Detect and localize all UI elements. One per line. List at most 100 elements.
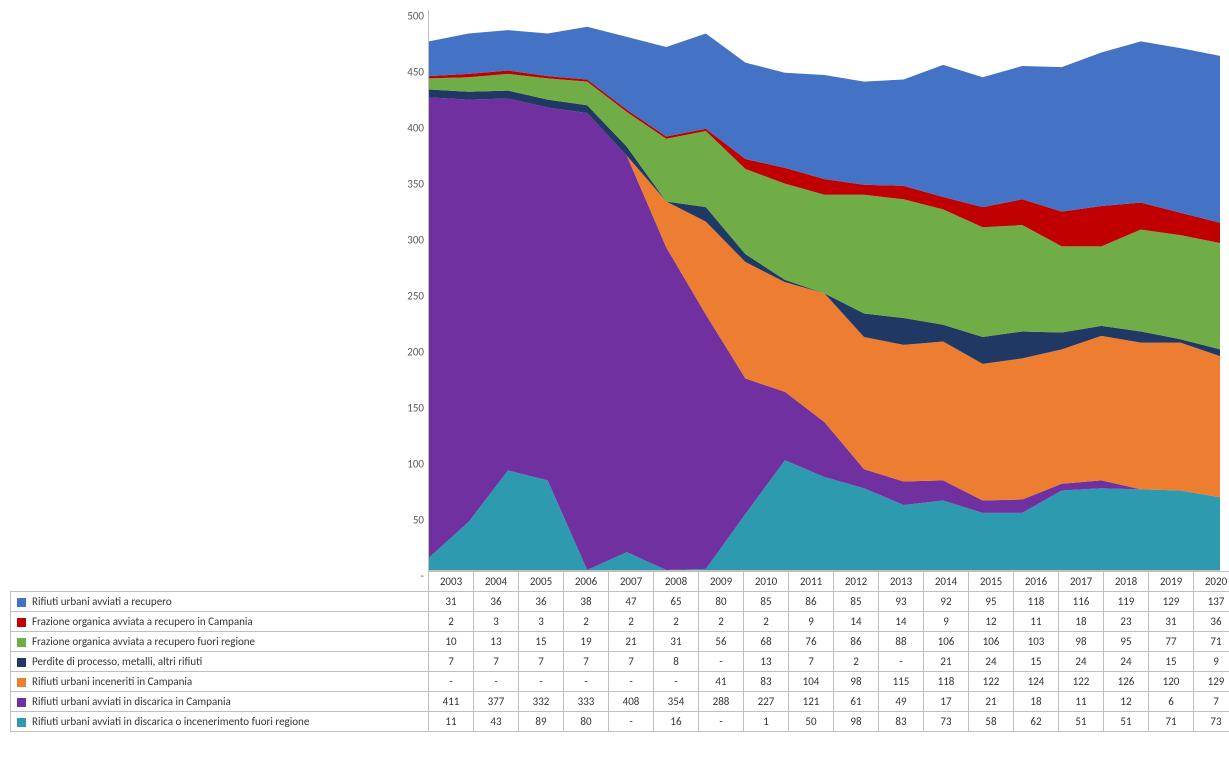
- data-cell: 15: [519, 632, 564, 652]
- data-cell: 103: [1014, 632, 1059, 652]
- y-tick-label: 150: [407, 402, 424, 415]
- data-cell: 14: [879, 612, 924, 632]
- data-cell: 80: [699, 592, 744, 612]
- data-table: 2003200420052006200720082009201020112012…: [10, 571, 1229, 732]
- y-tick-label: 500: [407, 10, 424, 23]
- y-tick-label: 350: [407, 178, 424, 191]
- data-cell: 43: [474, 712, 519, 732]
- year-header-cell: 2007: [609, 572, 654, 592]
- data-cell: 7: [429, 652, 474, 672]
- year-header-cell: 2003: [429, 572, 474, 592]
- legend-swatch: [17, 718, 26, 727]
- data-cell: 15: [1149, 652, 1194, 672]
- y-tick-label: 300: [407, 234, 424, 247]
- data-cell: -: [474, 672, 519, 692]
- table-row: Frazione organica avviata a recupero in …: [11, 612, 1229, 632]
- series-label-text: Rifiuti urbani avviati in discarica o in…: [32, 715, 309, 728]
- data-cell: 354: [654, 692, 699, 712]
- data-cell: 17: [924, 692, 969, 712]
- data-cell: 2: [699, 612, 744, 632]
- series-label-text: Rifiuti urbani inceneriti in Campania: [32, 675, 192, 688]
- data-cell: 6: [1149, 692, 1194, 712]
- data-cell: 36: [1194, 612, 1229, 632]
- data-cell: 88: [879, 632, 924, 652]
- data-cell: 118: [1014, 592, 1059, 612]
- data-cell: 73: [1194, 712, 1229, 732]
- data-cell: 98: [1059, 632, 1104, 652]
- data-cell: 124: [1014, 672, 1059, 692]
- data-cell: 73: [924, 712, 969, 732]
- data-cell: 9: [924, 612, 969, 632]
- data-cell: 11: [1014, 612, 1059, 632]
- data-cell: 119: [1104, 592, 1149, 612]
- y-tick-label: -: [421, 570, 424, 583]
- data-cell: 12: [969, 612, 1014, 632]
- year-header-row: 2003200420052006200720082009201020112012…: [11, 572, 1229, 592]
- data-cell: 86: [789, 592, 834, 612]
- data-cell: 31: [429, 592, 474, 612]
- data-cell: 56: [699, 632, 744, 652]
- series-label-text: Frazione organica avviata a recupero in …: [32, 615, 253, 628]
- data-cell: 137: [1194, 592, 1229, 612]
- data-cell: 13: [744, 652, 789, 672]
- year-header-cell: 2013: [879, 572, 924, 592]
- table-row: Rifiuti urbani avviati in discarica o in…: [11, 712, 1229, 732]
- data-cell: 31: [654, 632, 699, 652]
- data-cell: 16: [654, 712, 699, 732]
- series-label-text: Frazione organica avviata a recupero fuo…: [32, 635, 255, 648]
- data-cell: 71: [1194, 632, 1229, 652]
- data-cell: 98: [834, 712, 879, 732]
- data-cell: 411: [429, 692, 474, 712]
- series-label-text: Rifiuti urbani avviati in discarica in C…: [32, 695, 231, 708]
- data-cell: -: [699, 712, 744, 732]
- year-header-cell: 2016: [1014, 572, 1059, 592]
- data-cell: 47: [609, 592, 654, 612]
- data-cell: 9: [1194, 652, 1229, 672]
- y-tick-label: 400: [407, 122, 424, 135]
- series-label-cell: Rifiuti urbani avviati a recupero: [11, 592, 429, 612]
- data-cell: 77: [1149, 632, 1194, 652]
- data-cell: 49: [879, 692, 924, 712]
- data-cell: 62: [1014, 712, 1059, 732]
- data-cell: 61: [834, 692, 879, 712]
- data-cell: 80: [564, 712, 609, 732]
- y-axis: -50100150200250300350400450500: [402, 10, 428, 570]
- chart-area: -50100150200250300350400450500: [10, 10, 1220, 571]
- data-cell: 24: [1059, 652, 1104, 672]
- data-cell: 2: [609, 612, 654, 632]
- data-cell: 21: [969, 692, 1014, 712]
- data-cell: 83: [744, 672, 789, 692]
- data-cell: 288: [699, 692, 744, 712]
- data-cell: 122: [969, 672, 1014, 692]
- data-cell: -: [699, 652, 744, 672]
- data-cell: 65: [654, 592, 699, 612]
- data-cell: 8: [654, 652, 699, 672]
- data-cell: 408: [609, 692, 654, 712]
- data-cell: 1: [744, 712, 789, 732]
- y-tick-label: 200: [407, 346, 424, 359]
- data-cell: 24: [969, 652, 1014, 672]
- data-cell: 93: [879, 592, 924, 612]
- data-cell: 19: [564, 632, 609, 652]
- data-cell: 51: [1059, 712, 1104, 732]
- year-header-cell: 2018: [1104, 572, 1149, 592]
- y-tick-label: 450: [407, 66, 424, 79]
- table-row: Rifiuti urbani inceneriti in Campania---…: [11, 672, 1229, 692]
- data-cell: 10: [429, 632, 474, 652]
- data-cell: 36: [474, 592, 519, 612]
- data-cell: 14: [834, 612, 879, 632]
- data-cell: 7: [474, 652, 519, 672]
- legend-swatch: [17, 678, 26, 687]
- data-cell: 38: [564, 592, 609, 612]
- data-cell: 9: [789, 612, 834, 632]
- data-cell: -: [564, 672, 609, 692]
- data-cell: 2: [564, 612, 609, 632]
- year-header-cell: 2019: [1149, 572, 1194, 592]
- year-header-cell: 2008: [654, 572, 699, 592]
- y-tick-label: 250: [407, 290, 424, 303]
- data-cell: 118: [924, 672, 969, 692]
- data-cell: 2: [744, 612, 789, 632]
- data-cell: 41: [699, 672, 744, 692]
- year-header-cell: 2014: [924, 572, 969, 592]
- data-cell: -: [519, 672, 564, 692]
